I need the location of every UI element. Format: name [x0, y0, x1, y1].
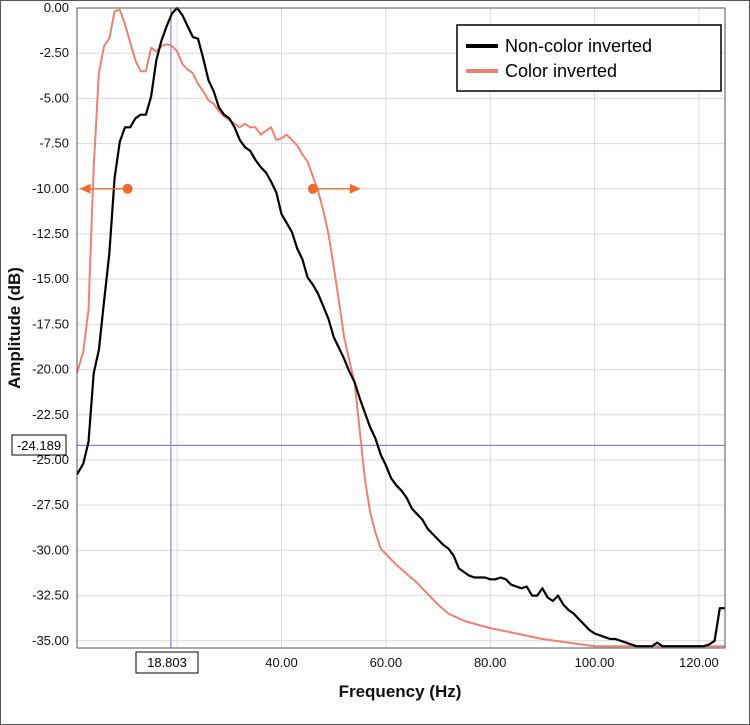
legend: Non-color inverted Color inverted: [456, 24, 722, 92]
cursor-x-label-box: [135, 651, 199, 674]
cursor-x-label[interactable]: 18.803: [135, 651, 199, 674]
legend-box: [456, 24, 722, 92]
x-tick-label: 80.00: [474, 655, 507, 670]
y-axis-title: Amplitude (dB): [5, 267, 24, 389]
marker-arrow-head: [79, 183, 91, 194]
y-tick-label: -20.00: [32, 362, 69, 377]
x-tick-label: 100.00: [575, 655, 615, 670]
y-tick-label: -7.50: [39, 136, 69, 151]
y-tick-label: 0.00: [44, 0, 69, 15]
x-tick-label: 60.00: [370, 655, 403, 670]
series-layer: [76, 6, 725, 648]
cursor-y-label[interactable]: -24.189: [11, 434, 67, 456]
y-tick-label: -5.00: [39, 90, 69, 105]
x-tick-label: 120.00: [679, 655, 719, 670]
cursor-y-value: -24.189: [17, 438, 61, 453]
x-tick-label: 40.00: [265, 655, 298, 670]
y-tick-label: -15.00: [32, 271, 69, 286]
y-tick-label: -35.00: [32, 633, 69, 648]
plot-border: [76, 7, 726, 649]
marker-arrow-head: [349, 183, 361, 194]
cursor-y-label-box: [11, 434, 67, 456]
legend-label-non-color-inverted: Non-color inverted: [505, 36, 652, 56]
markers: [79, 183, 361, 194]
y-tick-label: -27.50: [32, 497, 69, 512]
series-line-non-color-inverted: [76, 6, 725, 648]
y-tick-label: -32.50: [32, 588, 69, 603]
x-axis-title: Frequency (Hz): [339, 682, 462, 701]
cursor: [77, 8, 725, 648]
y-tick-label: -25.00: [32, 452, 69, 467]
y-tick-label: -30.00: [32, 542, 69, 557]
y-axis-ticks: 0.00 -2.50 -5.00 -7.50 -10.00 -12.50 -15.00 -17…: [32, 0, 69, 648]
grid: [77, 7, 725, 648]
marker-point: [307, 183, 318, 194]
cursor-x-value: 18.803: [147, 655, 187, 670]
series-line-color-inverted: [76, 8, 725, 648]
y-tick-label: -2.50: [39, 45, 69, 60]
marker-point: [122, 183, 133, 194]
y-tick-label: -12.50: [32, 226, 69, 241]
y-tick-label: -10.00: [32, 181, 69, 196]
y-tick-label: -22.50: [32, 407, 69, 422]
y-tick-label: -17.50: [32, 316, 69, 331]
legend-label-color-inverted: Color inverted: [505, 61, 617, 81]
